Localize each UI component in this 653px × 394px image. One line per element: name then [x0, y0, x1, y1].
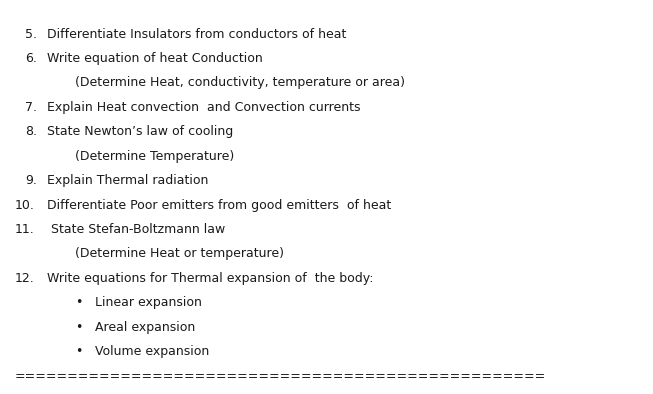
- Text: •: •: [75, 345, 82, 358]
- Text: Explain Thermal radiation: Explain Thermal radiation: [47, 174, 208, 187]
- Text: (Determine Heat or temperature): (Determine Heat or temperature): [75, 247, 284, 260]
- Text: 12.: 12.: [14, 272, 34, 285]
- Text: •: •: [75, 296, 82, 309]
- Text: 7.: 7.: [25, 101, 37, 114]
- Text: Differentiate Poor emitters from good emitters  of heat: Differentiate Poor emitters from good em…: [47, 199, 391, 212]
- Text: 6.: 6.: [25, 52, 37, 65]
- Text: State Stefan-Boltzmann law: State Stefan-Boltzmann law: [47, 223, 225, 236]
- Text: ==================================================: ========================================…: [14, 370, 546, 383]
- Text: Differentiate Insulators from conductors of heat: Differentiate Insulators from conductors…: [47, 28, 346, 41]
- Text: 11.: 11.: [14, 223, 34, 236]
- Text: Areal expansion: Areal expansion: [95, 321, 195, 334]
- Text: Write equation of heat Conduction: Write equation of heat Conduction: [47, 52, 263, 65]
- Text: Explain Heat convection  and Convection currents: Explain Heat convection and Convection c…: [47, 101, 360, 114]
- Text: •: •: [75, 321, 82, 334]
- Text: Volume expansion: Volume expansion: [95, 345, 209, 358]
- Text: State Newton’s law of cooling: State Newton’s law of cooling: [47, 125, 233, 138]
- Text: Write equations for Thermal expansion of  the body:: Write equations for Thermal expansion of…: [47, 272, 374, 285]
- Text: Linear expansion: Linear expansion: [95, 296, 202, 309]
- Text: 9.: 9.: [25, 174, 37, 187]
- Text: (Determine Temperature): (Determine Temperature): [75, 150, 234, 163]
- Text: 5.: 5.: [25, 28, 37, 41]
- Text: (Determine Heat, conductivity, temperature or area): (Determine Heat, conductivity, temperatu…: [75, 76, 405, 89]
- Text: 8.: 8.: [25, 125, 37, 138]
- Text: 10.: 10.: [14, 199, 34, 212]
